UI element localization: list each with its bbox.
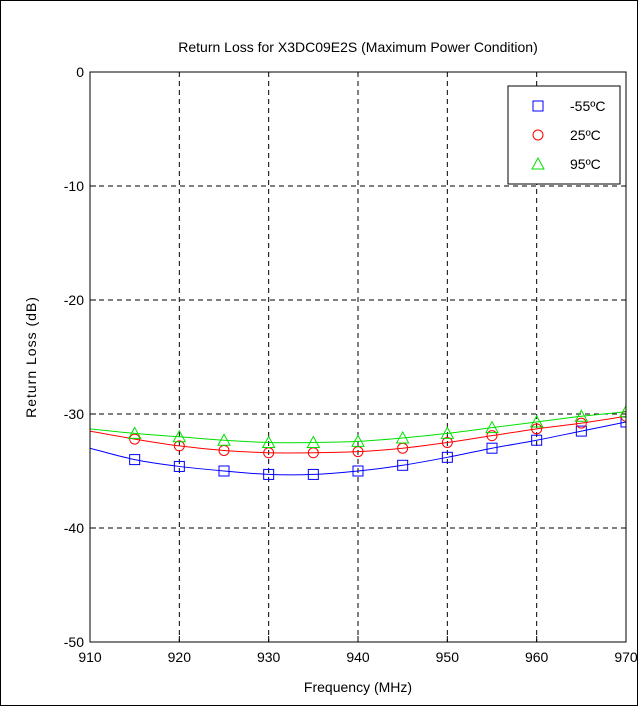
data-point bbox=[263, 468, 275, 480]
series-0 bbox=[90, 416, 626, 480]
data-point bbox=[574, 409, 589, 422]
y-tick-label: -40 bbox=[64, 520, 84, 536]
plot-border bbox=[89, 71, 627, 643]
tick-labels: 910 920 930 940 950 960 970 0 -10 -20 -30 -40 -50 bbox=[64, 64, 638, 665]
x-tick-label: 910 bbox=[78, 649, 102, 665]
x-tick-label: 960 bbox=[525, 649, 549, 665]
data-point bbox=[129, 433, 141, 445]
data-point bbox=[172, 429, 187, 443]
legend-marker bbox=[531, 156, 545, 170]
data-point bbox=[531, 434, 543, 446]
data-point bbox=[440, 426, 455, 439]
legend: -55ºC 25ºC 95ºC bbox=[507, 85, 621, 185]
series-line bbox=[90, 421, 626, 476]
data-point bbox=[307, 468, 319, 480]
series-line bbox=[90, 415, 626, 454]
legend-label: -55ºC bbox=[570, 98, 605, 114]
legend-box bbox=[507, 85, 621, 185]
data-point bbox=[575, 417, 587, 429]
data-point bbox=[486, 442, 498, 454]
x-axis-label: Frequency (MHz) bbox=[304, 679, 412, 695]
data-point bbox=[620, 416, 626, 428]
y-tick-label: 0 bbox=[76, 64, 84, 80]
series-2 bbox=[90, 404, 626, 448]
data-point bbox=[441, 451, 453, 463]
x-tick-label: 930 bbox=[257, 649, 281, 665]
y-tick-label: -20 bbox=[64, 292, 84, 308]
data-point bbox=[217, 433, 231, 446]
data-point bbox=[351, 434, 365, 447]
data-point bbox=[485, 420, 499, 434]
legend-label: 25ºC bbox=[570, 127, 601, 143]
data-point bbox=[397, 459, 409, 471]
data-point bbox=[306, 435, 321, 448]
legend-marker bbox=[532, 129, 544, 141]
data-point bbox=[129, 454, 141, 466]
data-point bbox=[486, 430, 498, 442]
data-point bbox=[173, 440, 185, 452]
data-point bbox=[218, 465, 230, 477]
data-point bbox=[395, 430, 410, 444]
data-point bbox=[529, 414, 544, 428]
data-point bbox=[531, 423, 543, 435]
x-tick-label: 950 bbox=[436, 649, 460, 665]
data-point bbox=[127, 426, 142, 439]
series-line bbox=[90, 411, 626, 444]
x-tick-label: 970 bbox=[614, 649, 638, 665]
legend-label: 95ºC bbox=[570, 156, 601, 172]
series bbox=[90, 404, 626, 480]
data-point bbox=[619, 404, 626, 418]
data-point bbox=[352, 465, 364, 477]
y-tick-label: -10 bbox=[64, 178, 84, 194]
y-tick-label: -50 bbox=[64, 634, 84, 650]
y-tick-label: -30 bbox=[64, 406, 84, 422]
data-point bbox=[575, 425, 587, 437]
series-1 bbox=[90, 410, 626, 459]
x-tick-label: 940 bbox=[346, 649, 370, 665]
data-point bbox=[441, 437, 453, 448]
data-point bbox=[261, 435, 276, 448]
legend-marker bbox=[532, 100, 544, 112]
y-axis-label: Return Loss (dB) bbox=[23, 296, 39, 418]
x-tick-label: 920 bbox=[168, 649, 192, 665]
chart-title: Return Loss for X3DC09E2S (Maximum Power… bbox=[178, 39, 537, 55]
data-point bbox=[173, 460, 185, 472]
